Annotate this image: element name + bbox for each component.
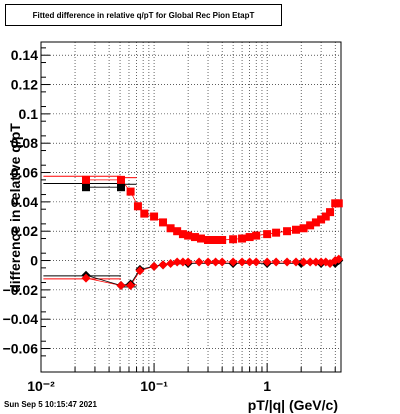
- axes: −0.06 −0.04 −0.02 0 0.02 0.04 0.06 0.08 0.1 0.12 0…: [3, 47, 336, 394]
- data-point: [251, 257, 261, 267]
- timestamp: Sun Sep 5 10:15:47 2021: [4, 400, 97, 409]
- data-points: [43, 175, 344, 290]
- data-point: [166, 258, 176, 268]
- data-point: [311, 218, 320, 227]
- data-point: [321, 212, 330, 221]
- data-point: [238, 234, 247, 243]
- data-point: [116, 280, 126, 290]
- y-tick-label: 0.08: [11, 135, 38, 151]
- data-point: [173, 227, 182, 236]
- data-point: [126, 187, 135, 196]
- data-point: [271, 257, 281, 267]
- data-point: [252, 231, 261, 240]
- data-point: [149, 261, 159, 271]
- data-point: [282, 257, 292, 267]
- y-tick-label: −0.04: [3, 311, 39, 327]
- data-point: [133, 202, 142, 211]
- data-point: [283, 227, 292, 236]
- title-box: Fitted difference in relative q/pT for G…: [5, 4, 282, 26]
- data-point: [81, 273, 91, 283]
- data-point: [190, 233, 199, 242]
- y-axis-label: difference in relative q/pT: [7, 123, 23, 293]
- y-tick-label: 0.06: [11, 165, 38, 181]
- data-point: [291, 257, 301, 267]
- data-point: [326, 208, 335, 217]
- data-point: [272, 228, 281, 237]
- data-point: [305, 257, 315, 267]
- data-point: [317, 215, 326, 224]
- data-point: [245, 257, 255, 267]
- data-point: [183, 257, 193, 267]
- data-point: [211, 257, 221, 267]
- y-tick-label: 0: [30, 253, 38, 269]
- x-axis-label: pT/|q| (GeV/c): [248, 397, 338, 413]
- data-point: [159, 218, 168, 227]
- data-point: [178, 230, 187, 239]
- y-tick-label: 0.1: [19, 106, 39, 122]
- data-point: [228, 257, 238, 267]
- data-point: [117, 183, 126, 192]
- data-point: [263, 230, 272, 239]
- data-point: [237, 257, 247, 267]
- data-point: [140, 209, 149, 218]
- data-point: [306, 221, 315, 230]
- data-point: [311, 257, 321, 267]
- data-point: [299, 224, 308, 233]
- data-point: [262, 257, 272, 267]
- data-point: [158, 260, 168, 270]
- x-tick-label: 10⁻²: [27, 378, 55, 394]
- data-point: [299, 257, 309, 267]
- data-point: [218, 236, 227, 244]
- data-point: [172, 257, 182, 267]
- plot-frame: [40, 41, 342, 373]
- data-point: [334, 199, 343, 208]
- data-point: [150, 212, 159, 221]
- data-point: [204, 236, 213, 244]
- data-point: [126, 280, 136, 290]
- y-tick-label: 0.14: [11, 47, 38, 63]
- x-tick-label: 10⁻¹: [140, 378, 168, 394]
- data-point: [203, 257, 213, 267]
- data-point: [292, 225, 301, 234]
- data-point: [196, 234, 205, 243]
- y-tick-label: −0.06: [3, 341, 39, 357]
- data-point: [135, 266, 145, 276]
- data-point: [81, 175, 90, 184]
- y-tick-label: 0.04: [11, 194, 38, 210]
- data-point: [229, 235, 238, 244]
- grid: [40, 42, 341, 372]
- data-point: [81, 183, 90, 192]
- data-point: [117, 175, 126, 184]
- data-point: [211, 236, 220, 244]
- chart-title: Fitted difference in relative q/pT for G…: [32, 11, 255, 20]
- y-tick-label: −0.02: [3, 282, 39, 298]
- data-point: [334, 254, 344, 264]
- x-tick-label: 1: [263, 378, 271, 394]
- data-point: [316, 257, 326, 267]
- y-tick-label: 0.12: [11, 77, 38, 93]
- data-point: [217, 257, 227, 267]
- data-point: [245, 233, 254, 242]
- y-tick-label: 0.02: [11, 223, 38, 239]
- data-point: [178, 257, 188, 267]
- data-point: [184, 231, 193, 240]
- data-point: [194, 257, 204, 267]
- data-point: [166, 224, 175, 233]
